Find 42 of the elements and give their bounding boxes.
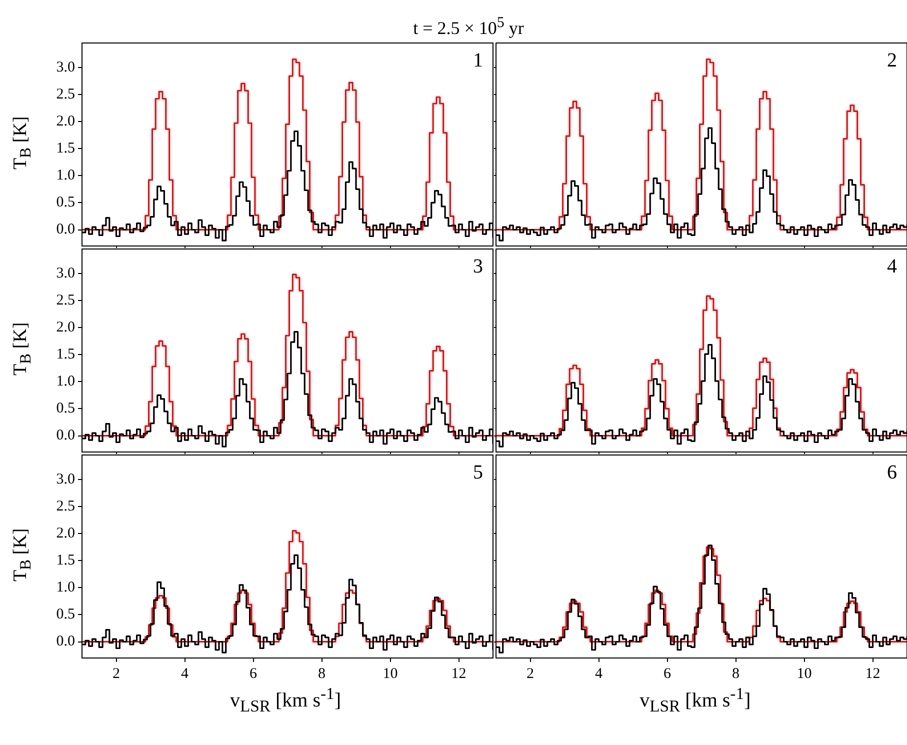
x-tick-label: 6 xyxy=(664,666,672,682)
x-tick-label: 2 xyxy=(526,666,534,682)
y-tick-label: 1.0 xyxy=(56,168,75,184)
x-tick-label: 10 xyxy=(796,666,812,682)
y-tick-label: 0.0 xyxy=(56,222,75,238)
y-tick-label: 2.0 xyxy=(56,113,75,130)
x-axis-title: v$_{LSR}$ [km s$^{-1}$] xyxy=(638,684,752,717)
y-tick-label: 2.5 xyxy=(56,292,75,308)
y-tick-label: 3.0 xyxy=(56,471,75,488)
y-tick-label: 1.5 xyxy=(56,346,75,362)
y-tick-label: 0.5 xyxy=(56,606,75,623)
x-tick-label: 8 xyxy=(318,666,326,682)
x-tick-label: 8 xyxy=(732,666,740,682)
annotation: 2 xyxy=(887,49,897,72)
y-tick-label: 2.5 xyxy=(56,86,75,102)
y-tick-label: 0.0 xyxy=(56,428,75,444)
y-tick-label: 1.0 xyxy=(56,374,75,390)
x-tick-label: 12 xyxy=(451,666,466,682)
annotation: 5 xyxy=(473,461,483,484)
x-tick-label: 4 xyxy=(595,666,603,682)
y-tick-label: 3.0 xyxy=(56,59,75,76)
chart-title: t = 2.5 × 10$^{5}$ yr xyxy=(412,14,525,40)
y-tick-label: 2.0 xyxy=(56,319,75,336)
y-tick-label: 2.0 xyxy=(56,525,75,542)
y-tick-label: 0.5 xyxy=(56,400,75,417)
y-tick-label: 0.0 xyxy=(56,634,75,650)
x-axis-title: v$_{LSR}$ [km s$^{-1}$] xyxy=(228,684,342,717)
annotation: 3 xyxy=(473,255,483,278)
x-tick-label: 4 xyxy=(181,666,189,682)
x-tick-label: 6 xyxy=(250,666,258,682)
annotation: 6 xyxy=(887,461,897,484)
x-tick-label: 10 xyxy=(382,666,398,682)
annotation: 4 xyxy=(887,255,897,278)
y-tick-label: 1.0 xyxy=(56,580,75,596)
y-tick-label: 3.0 xyxy=(56,265,75,282)
y-tick-label: 0.5 xyxy=(56,194,75,211)
y-tick-label: 1.5 xyxy=(56,140,75,156)
annotation: 1 xyxy=(473,49,483,72)
y-tick-label: 2.5 xyxy=(56,498,75,514)
y-tick-label: 1.5 xyxy=(56,552,75,568)
x-tick-label: 12 xyxy=(865,666,880,682)
x-tick-label: 2 xyxy=(112,666,120,682)
